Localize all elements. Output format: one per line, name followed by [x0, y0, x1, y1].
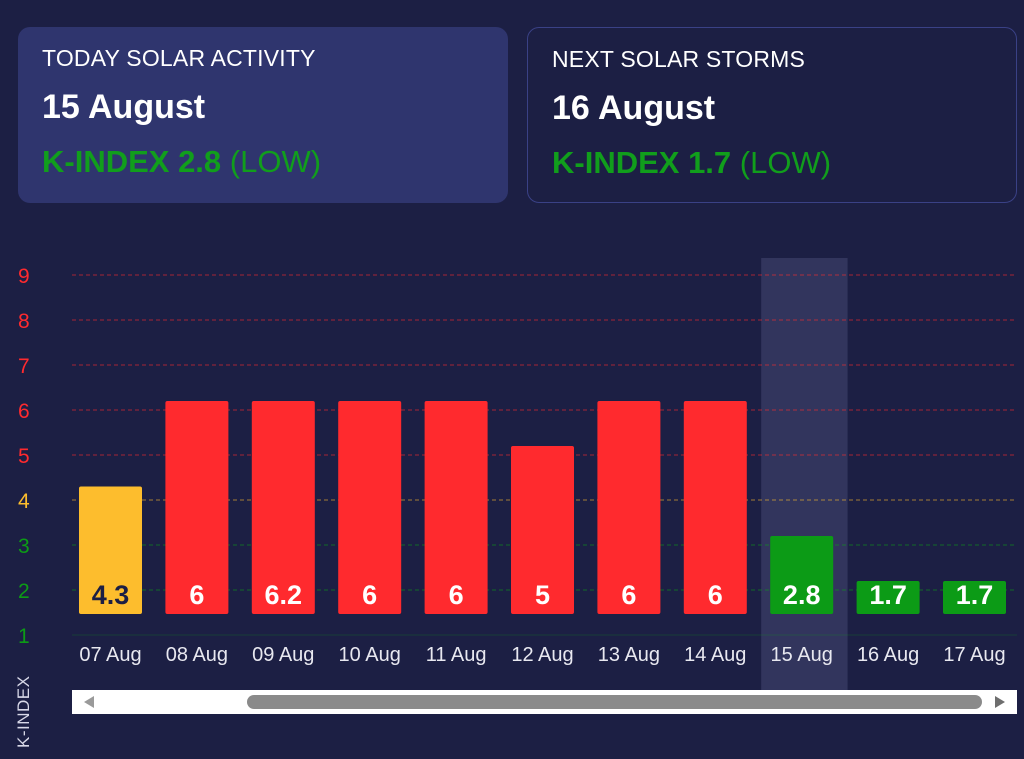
bar-11-aug[interactable] [424, 401, 488, 614]
today-k-index: K-INDEX 2.8 (LOW) [42, 144, 484, 180]
bar-09-aug[interactable] [251, 401, 315, 614]
x-tick-15-aug: 15 Aug [771, 644, 833, 666]
y-axis-label: K-INDEX [14, 675, 33, 748]
data-label-09-aug: 6.2 [265, 580, 303, 610]
x-tick-12-aug: 12 Aug [511, 644, 573, 666]
x-tick-17-aug: 17 Aug [943, 644, 1005, 666]
bar-13-aug[interactable] [597, 401, 661, 614]
y-tick-6: 6 [18, 400, 30, 423]
data-label-10-aug: 6 [362, 580, 377, 610]
x-tick-09-aug: 09 Aug [252, 644, 314, 666]
today-solar-activity-card: TODAY SOLAR ACTIVITY 15 August K-INDEX 2… [18, 27, 508, 203]
x-tick-16-aug: 16 Aug [857, 644, 919, 666]
data-label-14-aug: 6 [708, 580, 723, 610]
bar-16-aug[interactable] [856, 581, 920, 614]
x-tick-11-aug: 11 Aug [426, 644, 487, 666]
y-tick-2: 2 [18, 580, 30, 603]
data-label-17-aug: 1.7 [956, 580, 994, 610]
next-solar-storms-card: NEXT SOLAR STORMS 16 August K-INDEX 1.7 … [527, 27, 1017, 203]
today-k-index-level: (LOW) [221, 144, 322, 179]
data-label-07-aug: 4.3 [92, 580, 130, 610]
bar-12-aug[interactable] [511, 446, 574, 614]
scroll-right-arrow-icon[interactable] [995, 696, 1005, 708]
today-card-date: 15 August [42, 88, 206, 126]
next-k-index: K-INDEX 1.7 (LOW) [552, 145, 992, 181]
today-card-label: TODAY SOLAR ACTIVITY [42, 45, 316, 71]
next-card-label: NEXT SOLAR STORMS [552, 46, 806, 72]
x-tick-08-aug: 08 Aug [166, 644, 228, 666]
today-k-index-value: K-INDEX 2.8 [42, 144, 222, 179]
next-k-index-value: K-INDEX 1.7 [552, 145, 732, 180]
y-tick-9: 9 [18, 265, 30, 288]
scrollbar-thumb[interactable] [247, 695, 982, 709]
bar-07-aug[interactable] [79, 486, 142, 615]
data-label-12-aug: 5 [535, 580, 550, 610]
y-tick-5: 5 [18, 445, 30, 468]
data-label-08-aug: 6 [189, 580, 204, 610]
y-tick-8: 8 [18, 310, 30, 333]
bar-14-aug[interactable] [683, 401, 747, 614]
data-label-15-aug: 2.8 [783, 580, 821, 610]
next-card-date: 16 August [552, 89, 716, 127]
y-tick-1: 1 [18, 625, 30, 648]
x-tick-14-aug: 14 Aug [684, 644, 746, 666]
data-label-11-aug: 6 [449, 580, 464, 610]
scroll-left-arrow-icon[interactable] [84, 696, 94, 708]
y-tick-7: 7 [18, 355, 30, 378]
x-tick-13-aug: 13 Aug [598, 644, 660, 666]
y-tick-4: 4 [18, 490, 30, 513]
bar-17-aug[interactable] [943, 581, 1006, 614]
chart-horizontal-scrollbar[interactable] [72, 690, 1017, 714]
bar-08-aug[interactable] [165, 401, 229, 614]
highlight-column [761, 258, 848, 690]
x-tick-07-aug: 07 Aug [79, 644, 141, 666]
bar-15-aug[interactable] [770, 536, 834, 614]
bar-10-aug[interactable] [338, 401, 402, 614]
data-label-13-aug: 6 [621, 580, 636, 610]
y-tick-3: 3 [18, 535, 30, 558]
x-tick-10-aug: 10 Aug [339, 644, 401, 666]
data-label-16-aug: 1.7 [869, 580, 907, 610]
next-k-index-level: (LOW) [731, 145, 832, 180]
